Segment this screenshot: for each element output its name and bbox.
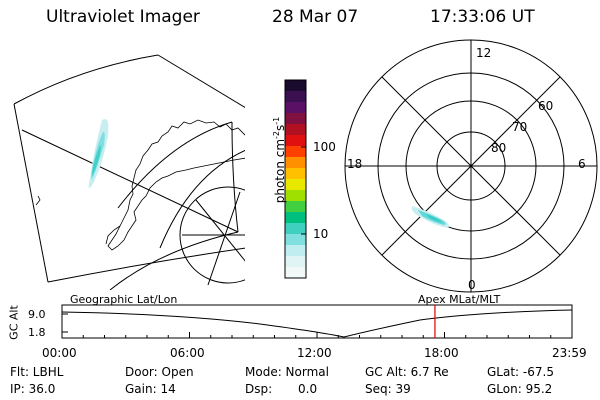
- status-ip: IP: 36.0: [10, 382, 56, 396]
- lat-label-80: 80: [491, 141, 507, 155]
- timeline-xtick-12: 12:00: [297, 346, 332, 360]
- colorbar-swatch: [285, 91, 306, 103]
- timeline-right-title: Apex MLat/MLT: [418, 293, 501, 306]
- colorbar-swatch: [285, 190, 306, 202]
- timeline-ytick-9: 9.0: [28, 308, 46, 321]
- timeline-ylabel: GC Alt: [7, 305, 21, 340]
- colorbar-label: photon cm-2s-1: [272, 116, 287, 204]
- mlt-label-12: 12: [476, 46, 492, 60]
- map-lon-line-top: [157, 54, 245, 108]
- colorbar-swatch: [285, 80, 306, 92]
- colorbar-swatch: [285, 234, 306, 246]
- geographic-map: [13, 54, 245, 290]
- status-glat: GLat: -67.5: [487, 365, 554, 379]
- colorbar-swatch: [285, 146, 306, 158]
- status-door: Door: Open: [125, 365, 194, 379]
- map-lon-line-b: [109, 231, 239, 290]
- colorbar-swatch: [285, 223, 306, 235]
- lat-label-70: 70: [512, 120, 528, 134]
- map-lat-arc-3: [159, 149, 245, 249]
- colorbar-swatch: [285, 256, 306, 268]
- colorbar-swatch: [285, 212, 306, 224]
- polar-plot: [344, 39, 598, 293]
- time-label: 17:33:06 UT: [430, 7, 535, 27]
- colorbar-swatch: [285, 102, 306, 114]
- altitude-curve: [61, 309, 573, 338]
- mlt-label-18: 18: [347, 157, 363, 171]
- polar-aurora: [411, 206, 449, 228]
- status-flt: Flt: LBHL: [10, 365, 64, 379]
- colorbar-swatch: [285, 245, 306, 257]
- status-seq: Seq: 39: [365, 382, 411, 396]
- mlt-label-6: 6: [578, 157, 586, 171]
- colorbar-tick-100: 100: [313, 140, 336, 154]
- polar-diag-2: [381, 76, 561, 256]
- map-lon-line-c: [231, 121, 239, 233]
- timeline-xtick-6: 06:00: [170, 346, 205, 360]
- colorbar-swatch: [285, 113, 306, 125]
- map-aurora: [88, 119, 109, 189]
- timeline-ytick-1.8: 1.8: [28, 326, 46, 339]
- map-lon-line-left: [13, 103, 49, 283]
- colorbar-swatch: [285, 267, 306, 279]
- timeline-xtick-18: 18:00: [424, 346, 459, 360]
- colorbar-swatch: [285, 157, 306, 169]
- status-glon: GLon: 95.2: [487, 382, 553, 396]
- timeline-plot: [61, 304, 573, 339]
- status-dsp-value: 0.0: [298, 382, 318, 396]
- instrument-title: Ultraviolet Imager: [46, 7, 200, 27]
- mlt-label-0: 0: [468, 278, 476, 292]
- colorbar-swatch: [285, 179, 306, 191]
- timeline-xtick-24: 23:59: [552, 346, 587, 360]
- timeline-left-title: Geographic Lat/Lon: [70, 293, 178, 306]
- map-lat-arc-outer: [13, 54, 159, 105]
- status-gc-alt: GC Alt: 6.7 Re: [365, 365, 449, 379]
- map-pole-circle: [179, 186, 245, 284]
- colorbar: [284, 79, 307, 279]
- coastline: [107, 119, 245, 251]
- map-lon-line-bottom: [47, 247, 245, 283]
- map-lon-line-a: [21, 129, 239, 233]
- status-dsp-label: Dsp:: [245, 382, 273, 396]
- status-gain: Gain: 14: [125, 382, 176, 396]
- timeline-xtick-0: 00:00: [42, 346, 77, 360]
- colorbar-swatch: [285, 124, 306, 136]
- colorbar-swatch: [285, 135, 306, 147]
- status-mode: Mode: Normal: [245, 365, 329, 379]
- map-lat-arc-2: [117, 121, 233, 209]
- colorbar-tick-10: 10: [313, 227, 329, 241]
- date-label: 28 Mar 07: [272, 7, 359, 27]
- lat-label-60: 60: [538, 99, 554, 113]
- colorbar-swatch: [285, 201, 306, 213]
- colorbar-swatch: [285, 168, 306, 180]
